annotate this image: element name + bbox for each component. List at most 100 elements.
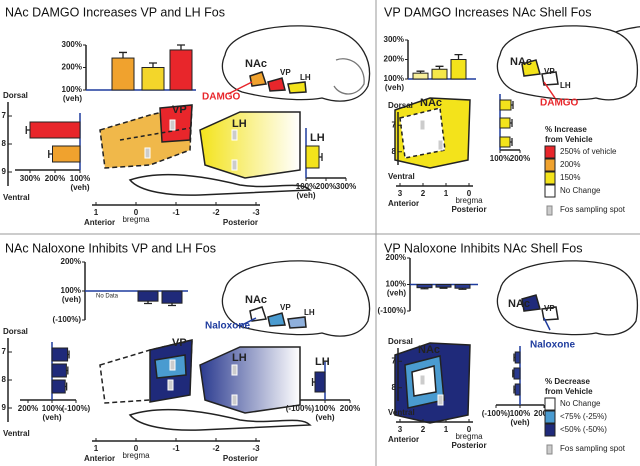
axis-tick: 1 (444, 189, 449, 198)
axis-label: bregma (122, 451, 150, 460)
bar (435, 284, 452, 288)
legend-label: Fos sampling spot (560, 205, 626, 214)
tick-label: 100% (veh) (315, 404, 335, 422)
error-bar (454, 53, 463, 60)
axis-tick: 3 (398, 425, 403, 434)
legend-title: from Vehicle (545, 387, 593, 396)
error-bar (513, 385, 516, 394)
legend-label: 150% (560, 173, 580, 182)
sampling-spots (144, 119, 444, 406)
axis-label: bregma (455, 432, 483, 441)
axis-tick: 8 (2, 375, 7, 384)
tick-label: 100% (490, 154, 510, 163)
tick-label: 200% (316, 182, 336, 191)
axis-tick: 0 (134, 444, 139, 453)
bar (305, 145, 320, 169)
axis-tick: 8 (392, 383, 397, 392)
tick-label: 100% (veh) (61, 286, 82, 304)
axis-label: Anterior (84, 218, 115, 227)
axis-label: Dorsal (388, 101, 413, 110)
tick-label: 200% (386, 253, 406, 262)
legend-swatch (544, 397, 556, 411)
error-bar (311, 378, 315, 386)
axis-tick: 1 (444, 425, 449, 434)
legend-title: from Vehicle (545, 135, 593, 144)
bar (29, 121, 81, 139)
tick-label: 200% (61, 257, 81, 266)
tick-label: 200% (340, 404, 360, 413)
region-label: NAc (420, 97, 442, 109)
legend-label: No Change (560, 186, 601, 195)
legend-label: Fos sampling spot (560, 444, 626, 453)
axis-label: Posterior (223, 454, 258, 463)
tick-label: 100% (veh) (386, 280, 407, 298)
error-bar (48, 150, 53, 158)
tick-label: (-100%) (482, 409, 511, 418)
axis-tick: 1 (94, 208, 99, 217)
error-bar (435, 65, 444, 70)
legend-swatch (544, 171, 556, 185)
region-label: VP (172, 337, 187, 349)
bar (141, 67, 165, 91)
region-label: LH (560, 81, 571, 90)
panel-title: VP Naloxone Inhibits NAc Shell Fos (384, 241, 582, 255)
tick-label: 100% (veh) (70, 174, 90, 192)
axis-tick: 0 (467, 425, 472, 434)
axis-tick: 0 (134, 208, 139, 217)
axis-tick: 9 (2, 167, 7, 176)
bar (52, 145, 81, 163)
bar (137, 290, 159, 302)
axis-label: Posterior (451, 441, 486, 450)
drug-label: Naloxone (205, 321, 250, 332)
bar (416, 284, 433, 289)
legend-swatch (546, 205, 553, 216)
region-label: LH (310, 132, 325, 144)
error-bar (65, 382, 68, 391)
bar (161, 290, 183, 304)
axis-label: Dorsal (3, 327, 28, 336)
axis-tick: 7 (2, 347, 7, 356)
legend-label: <50% (-50%) (560, 425, 607, 434)
axis-tick: 1 (94, 444, 99, 453)
bar (431, 68, 448, 80)
region-label: NAc (510, 56, 532, 68)
drug-label: Naloxone (530, 340, 575, 351)
axis-label: Ventral (388, 172, 415, 181)
axis-label: Ventral (388, 408, 415, 417)
no-data-label: No Data (96, 294, 119, 300)
error-bar (511, 101, 514, 109)
axis-label: Dorsal (3, 91, 28, 100)
bar (514, 351, 521, 364)
region-label: LH (232, 352, 247, 364)
legend-label: No Change (560, 399, 601, 408)
axis-tick: -2 (212, 444, 220, 453)
region-label: LH (315, 356, 330, 368)
axis-tick: 2 (421, 189, 426, 198)
tick-label: (-100%) (53, 315, 82, 324)
legend-title: % Increase (545, 125, 587, 134)
bar (499, 99, 512, 111)
tick-label: 100% (veh) (510, 409, 530, 427)
error-bar (67, 350, 70, 359)
bar (314, 371, 326, 393)
tick-label: (-100%) (286, 404, 315, 413)
region-label: VP (280, 68, 291, 77)
axis-label: Ventral (3, 429, 30, 438)
tick-label: 100% (veh) (42, 404, 62, 422)
region-label: VP (544, 304, 555, 313)
error-bar (319, 153, 323, 161)
axis-label: Posterior (223, 218, 258, 227)
region-label: NAc (508, 298, 530, 310)
axis-tick: -2 (212, 208, 220, 217)
legend-swatch (544, 184, 556, 198)
axis-label: Posterior (451, 205, 486, 214)
error-bar (510, 138, 513, 146)
axis-tick: 9 (2, 403, 7, 412)
drug-label: DAMGO (540, 98, 579, 109)
tick-label: (-100%) (378, 306, 407, 315)
axis-tick: 8 (2, 139, 7, 148)
error-bar (66, 366, 69, 375)
axis-tick: 2 (421, 425, 426, 434)
panel-title: VP DAMGO Increases NAc Shell Fos (384, 5, 591, 19)
axis-label: Ventral (3, 193, 30, 202)
